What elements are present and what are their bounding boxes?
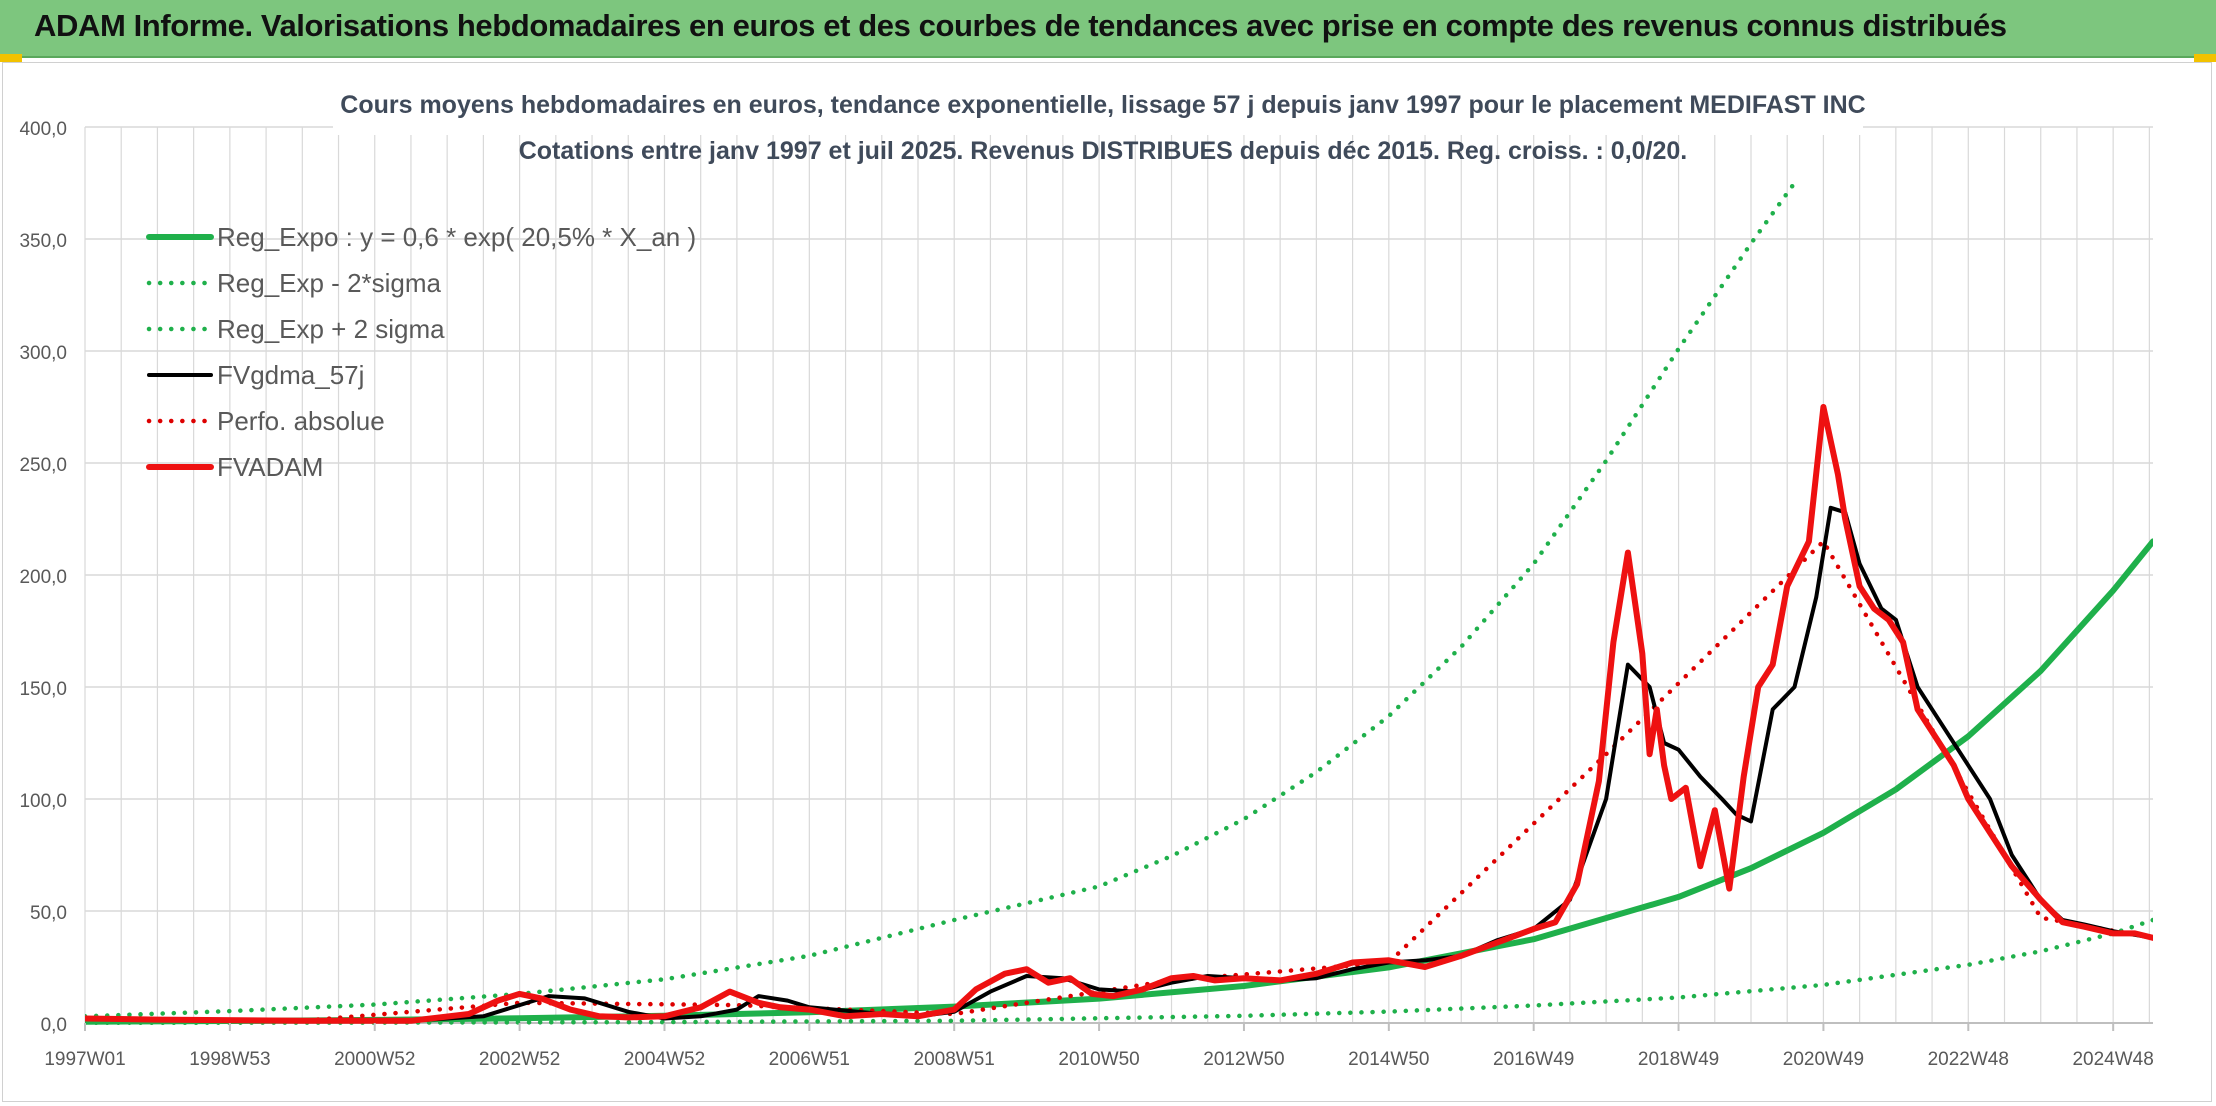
x-tick-label: 2010W50	[1058, 1049, 1139, 1070]
x-tick-label: 2020W49	[1783, 1049, 1864, 1070]
legend: Reg_Expo : y = 0,6 * exp( 20,5% * X_an )…	[146, 222, 696, 482]
legend-label: Reg_Exp + 2 sigma	[217, 314, 445, 344]
series-lines	[85, 180, 2153, 1025]
y-tick-label: 350,0	[19, 231, 67, 252]
y-tick-label: 0,0	[41, 1015, 67, 1036]
series-line-5	[85, 404, 2153, 1024]
x-tick-label: 2018W49	[1638, 1049, 1719, 1070]
legend-label: Reg_Expo : y = 0,6 * exp( 20,5% * X_an )	[217, 222, 696, 252]
y-tick-label: 300,0	[19, 343, 67, 364]
series-line-3	[85, 505, 2153, 1023]
title-backdrop	[333, 63, 1863, 135]
legend-label: FVgdma_57j	[217, 360, 364, 390]
series-line-0	[85, 538, 2153, 1025]
x-tick-label: 2016W49	[1493, 1049, 1574, 1070]
y-tick-label: 100,0	[19, 791, 67, 812]
series-line-4	[85, 539, 2153, 1024]
corner-accent-right	[2194, 54, 2216, 62]
chart-area: 0,0 50,0 100,0 150,0 200,0 250,0 300,0 350,0 400…	[2, 62, 2212, 1102]
line-chart: 0,0 50,0 100,0 150,0 200,0 250,0 300,0 350,0 400…	[19, 63, 2154, 1070]
y-tick-label: 400,0	[19, 119, 67, 140]
series-line-1	[85, 917, 2153, 1025]
x-tick-label: 2024W48	[2072, 1049, 2153, 1070]
report-header: ADAM Informe. Valorisations hebdomadaire…	[0, 0, 2216, 58]
axis-tick-labels: 0,0 50,0 100,0 150,0 200,0 250,0 300,0 350,0 400…	[19, 119, 2153, 1070]
x-tick-label: 2002W52	[479, 1049, 560, 1070]
y-tick-label: 200,0	[19, 567, 67, 588]
legend-label: FVADAM	[217, 452, 323, 482]
chart-subtitle: Cotations entre janv 1997 et juil 2025. …	[519, 137, 1688, 165]
series-line-2	[85, 180, 1797, 1019]
x-tick-label: 2008W51	[914, 1049, 995, 1070]
report-title: ADAM Informe. Valorisations hebdomadaire…	[34, 8, 2007, 43]
legend-label: Reg_Exp - 2*sigma	[217, 268, 442, 298]
x-tick-label: 2014W50	[1348, 1049, 1429, 1070]
x-tick-label: 1997W01	[44, 1049, 125, 1070]
x-tick-label: 2022W48	[1928, 1049, 2009, 1070]
x-tick-label: 2000W52	[334, 1049, 415, 1070]
x-tick-label: 1998W53	[189, 1049, 270, 1070]
grid-lines	[84, 126, 2153, 1024]
y-tick-label: 150,0	[19, 679, 67, 700]
chart-title: Cours moyens hebdomadaires en euros, ten…	[340, 91, 1865, 119]
chart-titles: Cours moyens hebdomadaires en euros, ten…	[333, 63, 1866, 165]
x-tick-label: 2006W51	[769, 1049, 850, 1070]
legend-label: Perfo. absolue	[217, 406, 385, 436]
x-tick-label: 2012W50	[1203, 1049, 1284, 1070]
y-tick-label: 50,0	[30, 903, 67, 924]
corner-accent-left	[0, 54, 22, 62]
y-tick-label: 250,0	[19, 455, 67, 476]
x-tick-label: 2004W52	[624, 1049, 705, 1070]
